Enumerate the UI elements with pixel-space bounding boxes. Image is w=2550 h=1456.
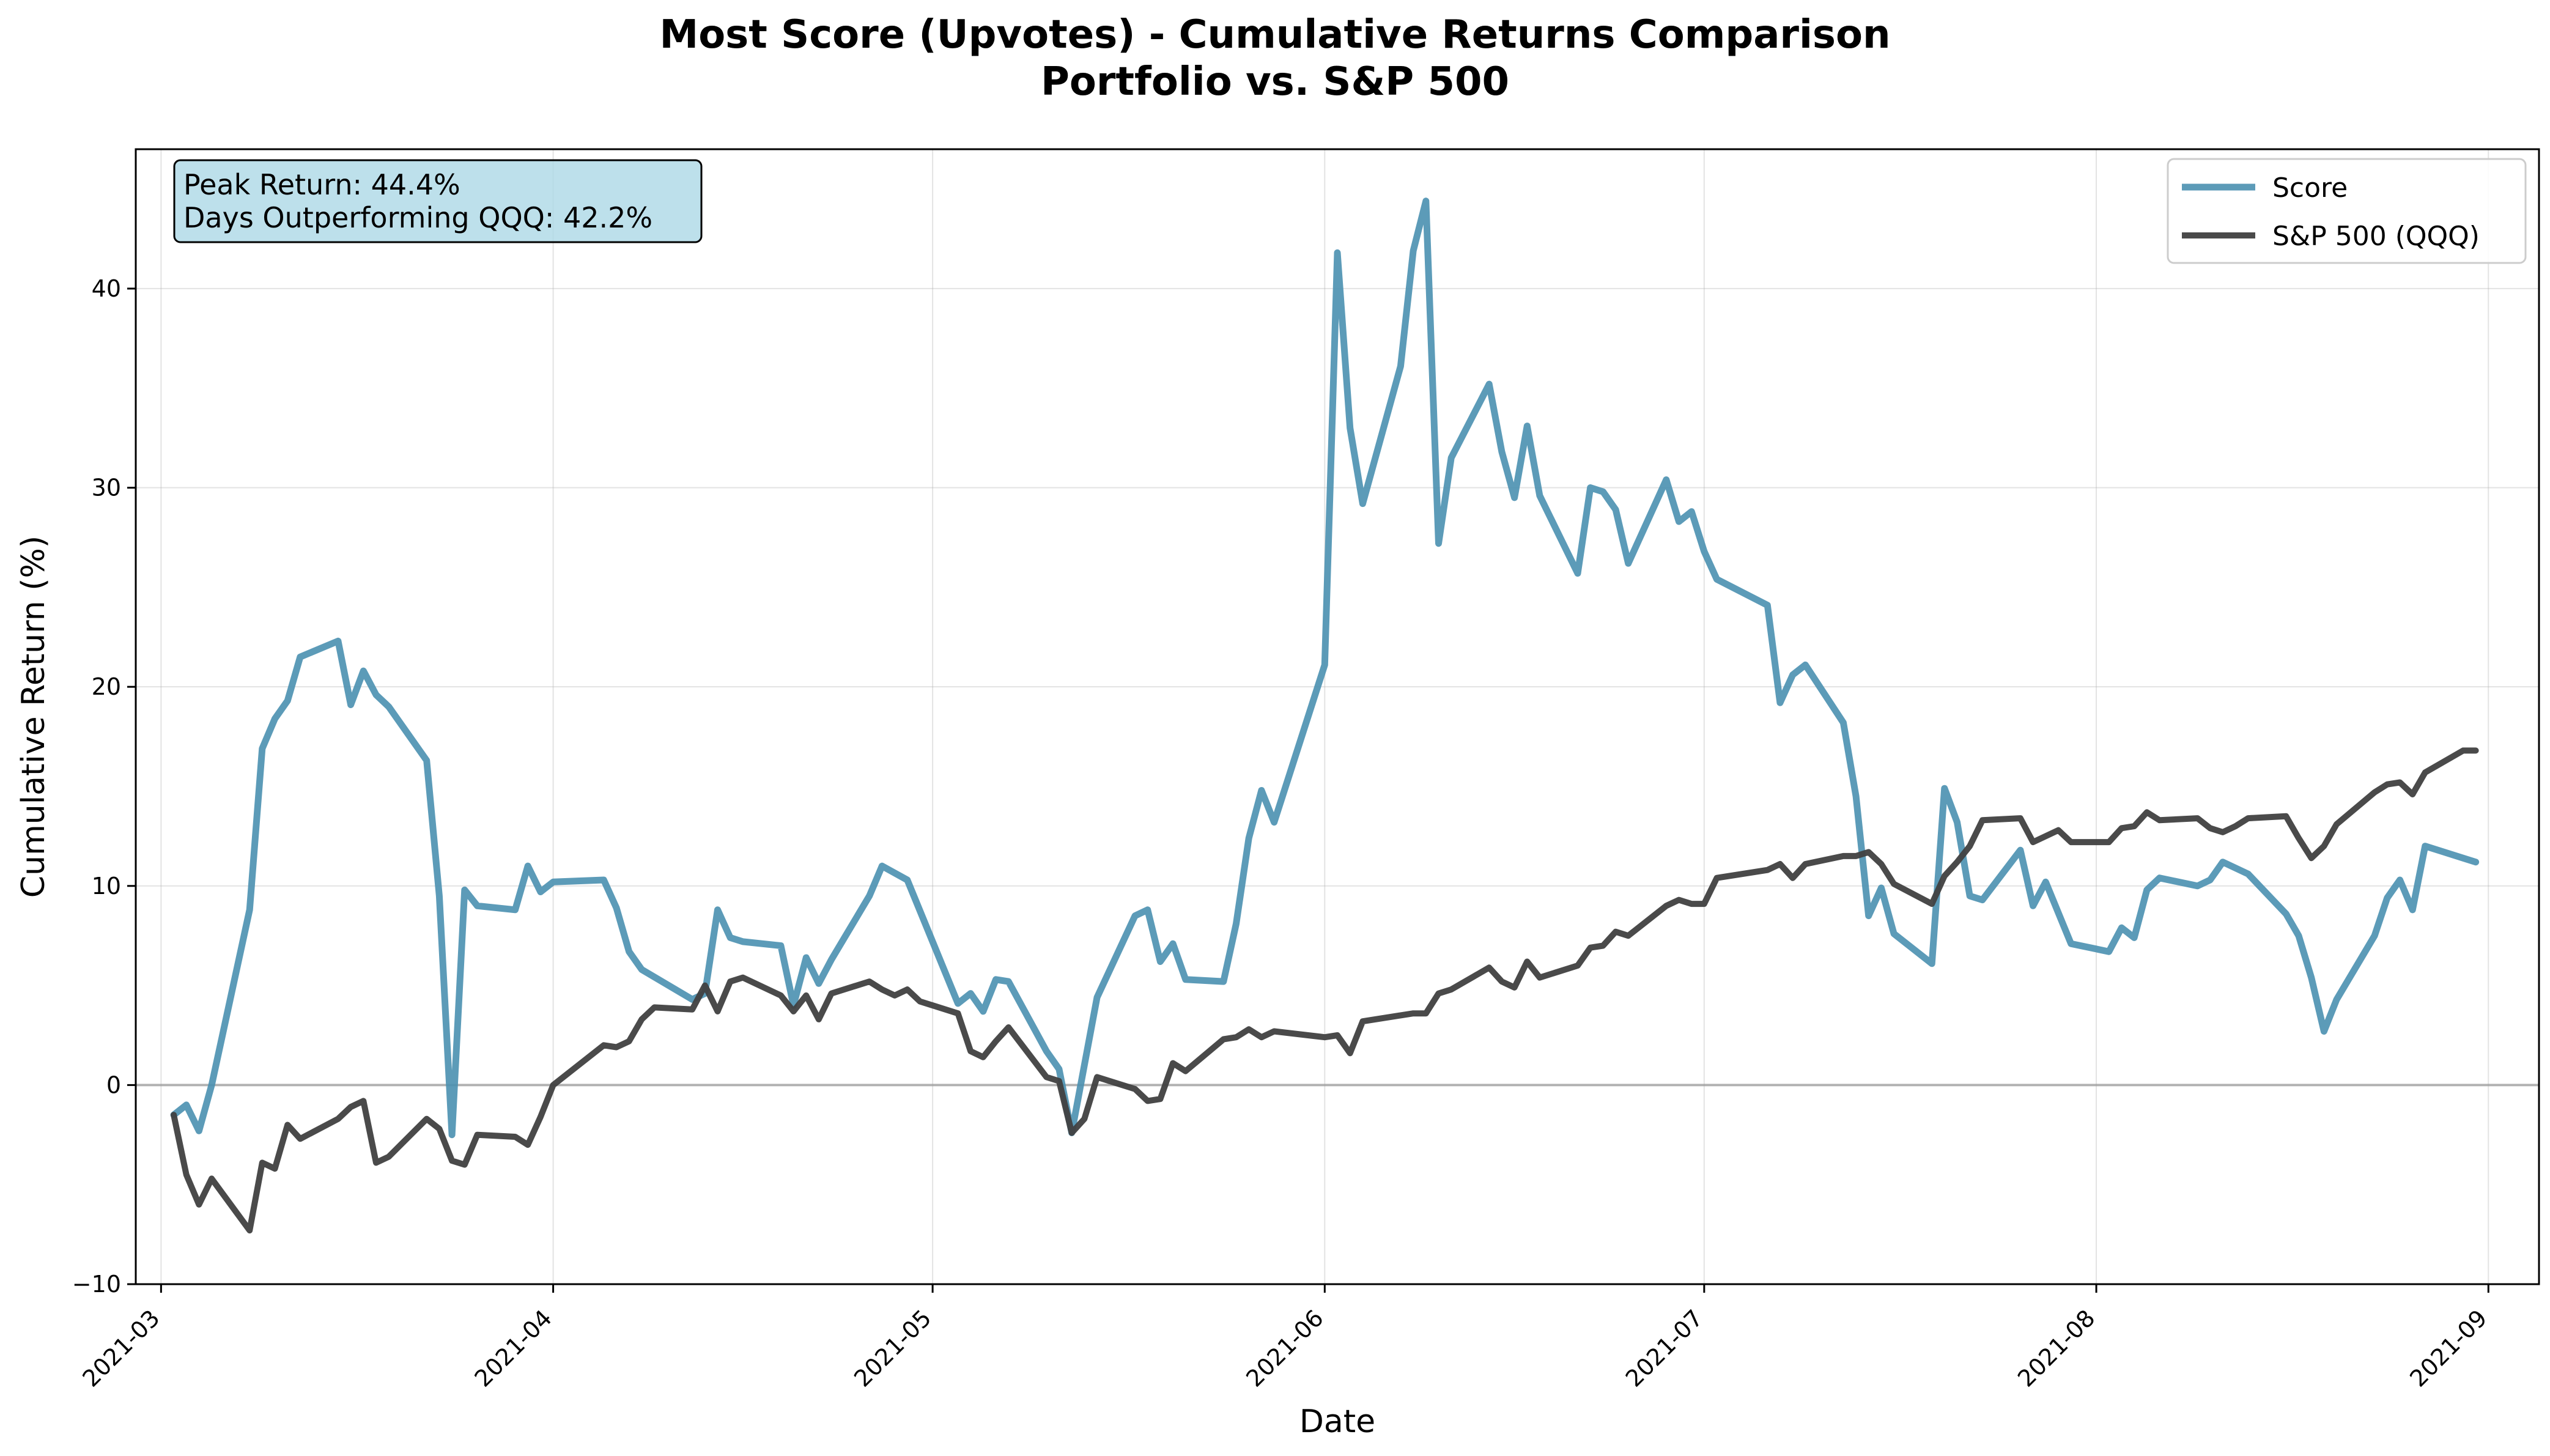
y-tick-label: 20 [92, 673, 121, 700]
series-lines [170, 198, 2480, 1234]
chart-title-line2: Portfolio vs. S&P 500 [1041, 59, 1509, 105]
stats-annotation: Peak Return: 44.4% Days Outperforming QQ… [173, 159, 703, 243]
chart-title-line1: Most Score (Upvotes) - Cumulative Return… [660, 12, 1891, 57]
score-line [170, 198, 2480, 1139]
y-tick-label: 0 [106, 1071, 121, 1098]
y-tick-label: 10 [92, 873, 121, 900]
legend-box [2167, 158, 2527, 264]
y-tick-label: 30 [92, 475, 121, 501]
qqq-line [171, 747, 2479, 1234]
stats-peak-return: Peak Return: 44.4% [183, 168, 460, 201]
y-axis-label: Cumulative Return (%) [15, 536, 52, 898]
y-axis-ticks: −10 0 10 20 30 40 [72, 275, 136, 1298]
y-tick-label: −10 [72, 1271, 121, 1298]
legend-label-qqq: S&P 500 (QQQ) [2272, 221, 2480, 252]
x-axis-label: Date [1299, 1403, 1375, 1440]
stats-days-outperforming: Days Outperforming QQQ: 42.2% [183, 201, 652, 234]
stats-annotation-box [173, 159, 703, 243]
y-tick-label: 40 [92, 275, 121, 302]
legend-label-score: Score [2272, 172, 2348, 204]
plot-frame [135, 148, 2540, 1285]
legend: Score S&P 500 (QQQ) [2167, 158, 2527, 264]
